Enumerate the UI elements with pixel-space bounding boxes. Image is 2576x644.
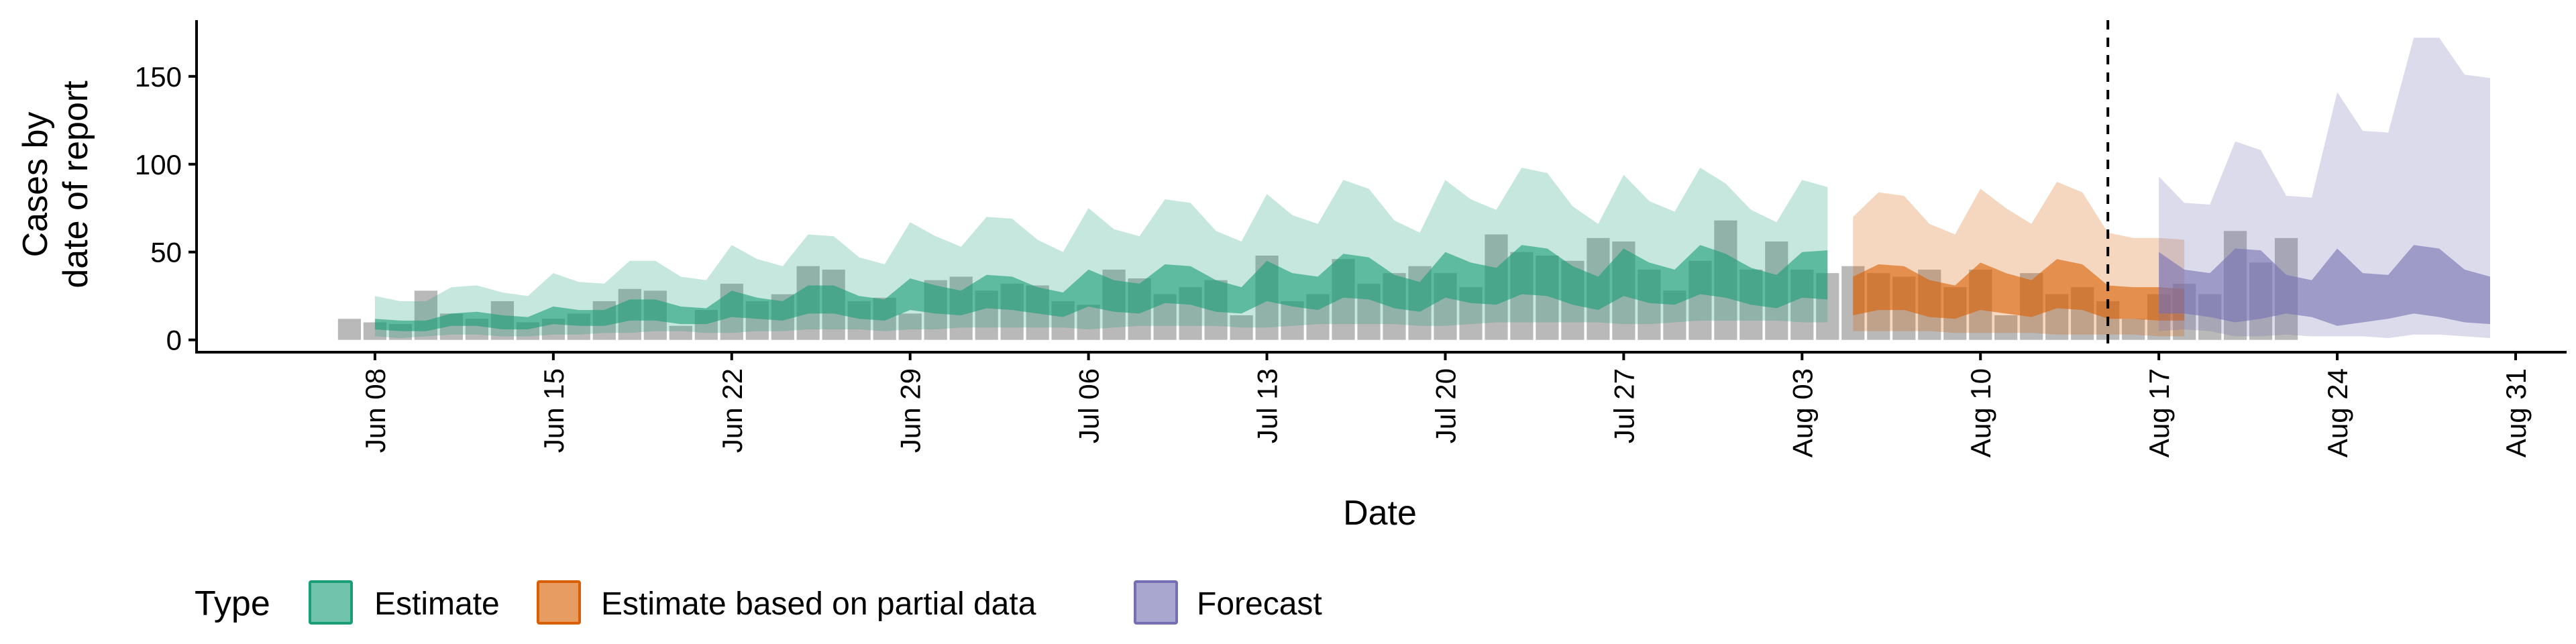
observed-bar: [1994, 315, 2018, 340]
x-tick-label: Aug 03: [1786, 368, 1818, 458]
y-axis-title-line-2: date of report: [56, 80, 95, 288]
x-tick-label: Jun 15: [538, 368, 570, 453]
observed-bar: [414, 290, 437, 340]
x-axis-title: Date: [1343, 494, 1417, 533]
legend: Type Estimate Estimate based on partial …: [195, 580, 1322, 625]
band-inner-forecast: [2159, 245, 2490, 326]
legend-item-forecast: Forecast: [1134, 580, 1322, 625]
legend-swatch-forecast: [1134, 580, 1178, 625]
x-tick-label: Aug 10: [1965, 368, 1996, 458]
y-axis-title: Cases by date of report: [16, 80, 95, 288]
x-tick-label: Aug 17: [2143, 368, 2175, 458]
observed-bar: [1077, 305, 1100, 340]
y-axis-title-line-1: Cases by: [16, 112, 55, 258]
y-tick-label: 0: [166, 325, 182, 356]
x-tick-label: Jul 20: [1430, 368, 1462, 443]
legend-title: Type: [195, 584, 270, 623]
observed-bar: [1281, 301, 1304, 340]
observed-bar: [669, 325, 692, 340]
x-axis-ticks: Jun 08 Jun 15 Jun 22 Jun 29 Jul 06 Jul 13 Jul …: [360, 352, 2532, 458]
observed-bar: [337, 319, 361, 340]
legend-swatch-estimate: [309, 580, 353, 625]
legend-item-estimate: Estimate: [309, 580, 500, 625]
band-inner-estimate: [374, 245, 1828, 331]
y-tick-label: 100: [135, 149, 182, 180]
y-axis-ticks: 0 50 100 150: [135, 61, 197, 356]
y-tick-label: 50: [150, 237, 182, 268]
x-tick-label: Aug 31: [2500, 368, 2532, 458]
y-tick-label: 150: [135, 61, 182, 93]
x-tick-label: Jun 22: [716, 368, 748, 453]
band-inner-estimate-based-on-partial-data: [1853, 259, 2185, 321]
x-tick-label: Jul 13: [1252, 368, 1283, 443]
x-tick-label: Jun 29: [895, 368, 926, 453]
legend-label-partial: Estimate based on partial data: [601, 586, 1036, 622]
x-tick-label: Jul 06: [1073, 368, 1105, 443]
legend-swatch-partial: [537, 580, 581, 625]
legend-label-forecast: Forecast: [1197, 586, 1322, 622]
x-tick-label: Aug 24: [2322, 368, 2353, 458]
observed-bar: [2122, 319, 2145, 340]
legend-item-partial: Estimate based on partial data: [537, 580, 1036, 625]
x-tick-label: Jul 27: [1608, 368, 1640, 443]
observed-bar: [1230, 315, 1253, 340]
credible-interval-bands: [374, 38, 2490, 338]
legend-label-estimate: Estimate: [374, 586, 500, 622]
x-tick-label: Jun 08: [360, 368, 391, 453]
observed-bar: [898, 313, 922, 340]
